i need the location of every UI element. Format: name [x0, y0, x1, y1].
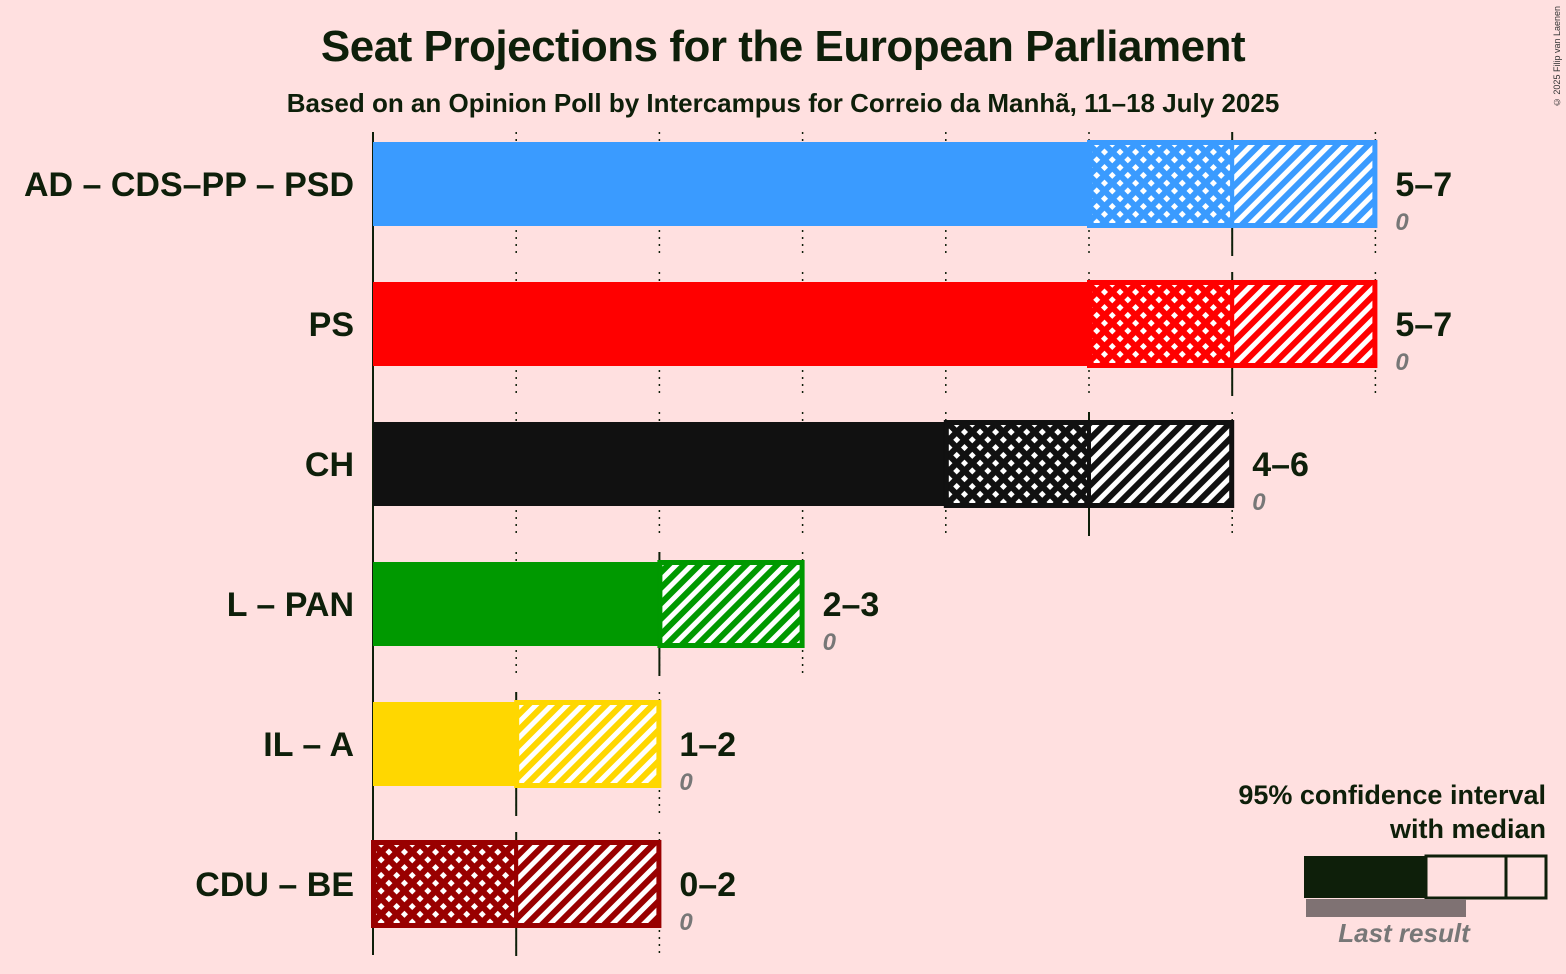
legend-last-result-label: Last result — [1338, 918, 1470, 948]
party-label: CDU – BE — [195, 866, 354, 904]
party-label: IL – A — [263, 726, 354, 764]
range-label: 4–6 — [1252, 446, 1309, 484]
bar-solid — [373, 562, 660, 646]
bar-ci-upper — [514, 840, 662, 928]
range-label: 5–7 — [1395, 166, 1452, 204]
chart-subtitle: Based on an Opinion Poll by Intercampus … — [286, 88, 1280, 118]
bar-solid — [373, 282, 1089, 366]
bar-solid — [373, 142, 1089, 226]
last-result-label: 0 — [1252, 489, 1266, 516]
legend-solid — [1304, 856, 1426, 898]
bar-ci-upper — [657, 560, 805, 648]
legend-title-line2: with median — [1389, 814, 1546, 844]
bar-ci-upper — [1087, 420, 1235, 508]
bar-ci-outline — [1088, 281, 1377, 367]
party-row: CDU – BE 0–2 0 — [195, 832, 736, 956]
range-label: 5–7 — [1395, 306, 1452, 344]
party-row: L – PAN 2–3 0 — [227, 552, 880, 676]
last-result-label: 0 — [679, 909, 693, 936]
range-label: 0–2 — [679, 866, 736, 904]
bar-ci-lower — [943, 420, 1091, 508]
bar-ci-outline — [1088, 141, 1377, 227]
party-row: CH 4–6 0 — [305, 412, 1309, 536]
legend-sample — [1304, 854, 1548, 917]
bar-solid — [373, 422, 946, 506]
party-label: CH — [305, 446, 354, 484]
range-label: 1–2 — [679, 726, 736, 764]
bar-ci-upper — [1230, 140, 1378, 228]
party-row: IL – A 1–2 0 — [263, 692, 736, 816]
bar-ci-lower — [1087, 280, 1235, 368]
legend-last-bar — [1306, 899, 1466, 917]
bar-ci-lower — [1087, 140, 1235, 228]
party-label: PS — [309, 306, 354, 344]
party-label: L – PAN — [227, 586, 354, 624]
bar-ci-upper — [1230, 280, 1378, 368]
legend-cross — [1424, 854, 1508, 900]
bar-ci-lower — [371, 840, 519, 928]
bar-ci-outline — [515, 701, 661, 787]
legend-diag — [1504, 854, 1548, 900]
last-result-label: 0 — [823, 629, 837, 656]
bar-ci-outline — [372, 841, 661, 927]
legend-title: 95% confidence interval with median — [1238, 778, 1546, 846]
party-row: PS 5–7 0 — [309, 272, 1452, 396]
chart-title: Seat Projections for the European Parlia… — [320, 22, 1246, 71]
bar-ci-outline — [658, 561, 804, 647]
last-result-label: 0 — [1395, 349, 1409, 376]
bar-solid — [373, 702, 517, 786]
bar-ci-upper — [514, 700, 662, 788]
party-row: AD – CDS–PP – PSD 5–7 0 — [24, 132, 1452, 256]
legend-title-line1: 95% confidence interval — [1238, 780, 1546, 810]
last-result-label: 0 — [1395, 209, 1409, 236]
bar-ci-outline — [944, 421, 1234, 507]
last-result-label: 0 — [679, 769, 693, 796]
range-label: 2–3 — [823, 586, 880, 624]
party-label: AD – CDS–PP – PSD — [24, 166, 354, 204]
